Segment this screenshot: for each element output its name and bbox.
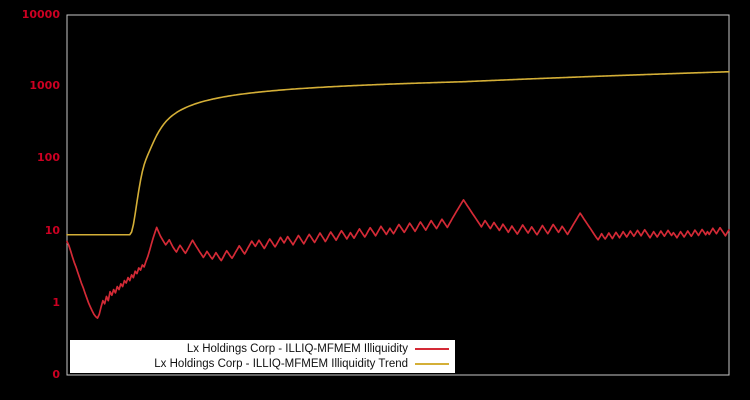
- y-tick-label-0: 0: [52, 368, 60, 381]
- y-tick-label-100: 100: [37, 151, 60, 164]
- series-line-illiquidity-trend: [66, 70, 730, 236]
- series-layer: [66, 70, 730, 319]
- plot-frame: [66, 14, 730, 376]
- legend-label-illiquidity: Lx Holdings Corp - ILLIQ-MFMEM Illiquidi…: [186, 342, 408, 355]
- legend-entry-illiquidity-trend: Lx Holdings Corp - ILLIQ-MFMEM Illiquidi…: [70, 357, 455, 372]
- y-tick-label-1: 1: [52, 296, 60, 309]
- y-tick-label-1000: 1000: [29, 79, 60, 92]
- y-tick-label-10000: 10000: [21, 8, 60, 21]
- legend-swatch-illiquidity-trend: [415, 363, 449, 365]
- legend-entry-illiquidity: Lx Holdings Corp - ILLIQ-MFMEM Illiquidi…: [70, 342, 455, 357]
- chart-legend: Lx Holdings Corp - ILLIQ-MFMEM Illiquidi…: [70, 340, 455, 373]
- legend-label-illiquidity-trend: Lx Holdings Corp - ILLIQ-MFMEM Illiquidi…: [154, 357, 408, 370]
- legend-swatch-illiquidity: [415, 348, 449, 350]
- series-line-illiquidity: [66, 199, 730, 319]
- y-tick-label-10: 10: [44, 224, 60, 237]
